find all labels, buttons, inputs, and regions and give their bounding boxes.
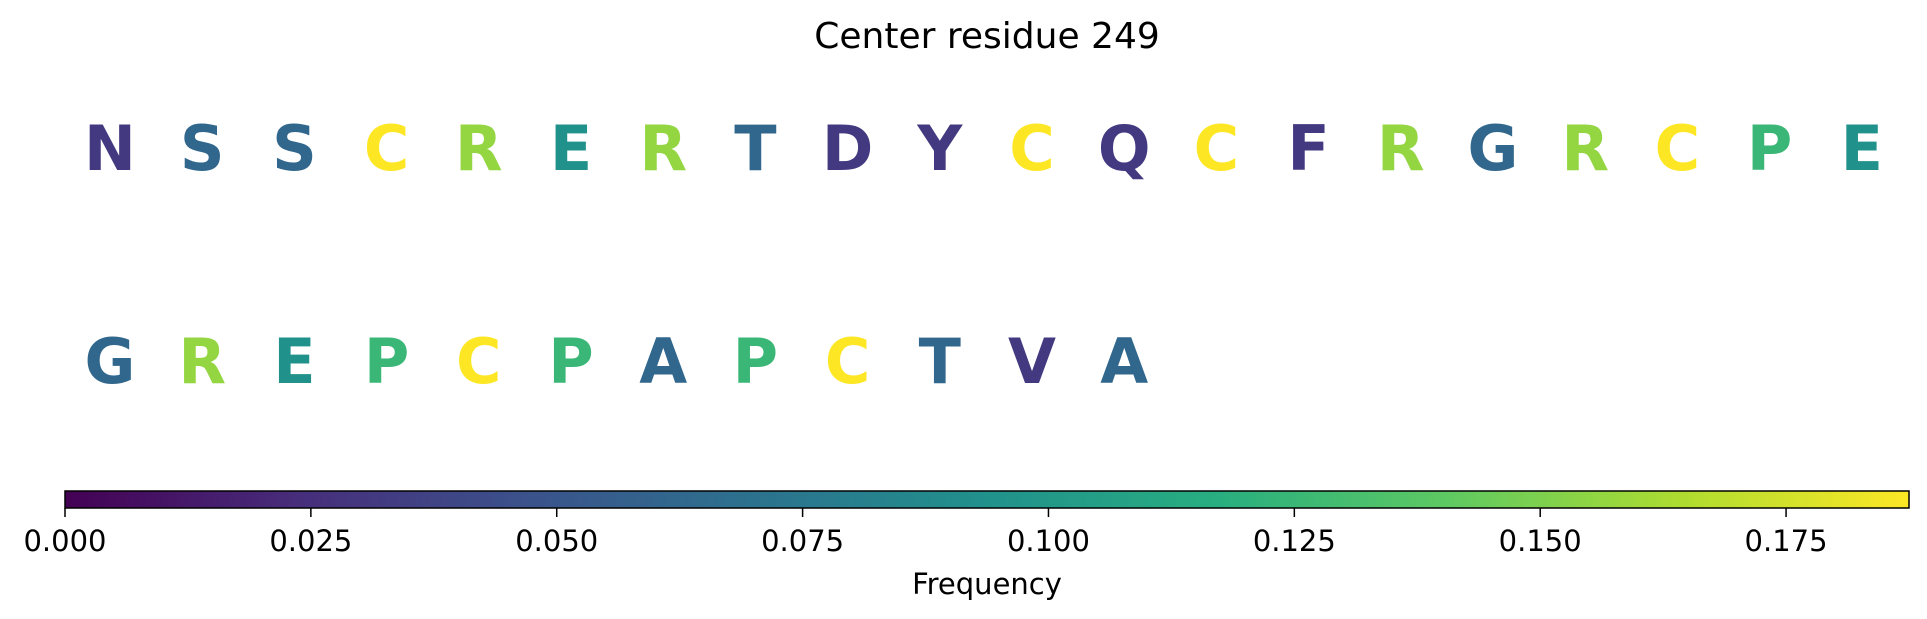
- colorbar-label: Frequency: [912, 567, 1062, 601]
- residue-letter: A: [1100, 325, 1148, 398]
- colorbar-tick-label: 0.050: [515, 524, 598, 558]
- residue-grid: N S S C R E R T D Y C Q C F R G R C P EG R E P C P A P C T V A: [84, 112, 1883, 398]
- residue-letter: R: [455, 112, 503, 185]
- residue-letter: A: [639, 325, 687, 398]
- residue-letter: R: [1377, 112, 1425, 185]
- residue-letter: V: [1008, 325, 1056, 398]
- colorbar-tick-label: 0.125: [1253, 524, 1336, 558]
- residue-letter: P: [1747, 112, 1792, 185]
- colorbar-ticks: 0.000 0.025 0.050 0.075 0.100 0.125 0.150 0.175: [23, 508, 1828, 558]
- residue-letter: C: [1655, 112, 1701, 185]
- residue-letter: P: [548, 325, 593, 398]
- residue-letter: C: [825, 325, 871, 398]
- residue-letter: N: [84, 112, 136, 185]
- residue-letter: Y: [916, 112, 963, 185]
- residue-letter: P: [364, 325, 409, 398]
- residue-letter: G: [85, 325, 136, 398]
- residue-letter: R: [639, 112, 687, 185]
- residue-letter: E: [1841, 112, 1883, 185]
- residue-letter: E: [273, 325, 315, 398]
- colorbar-tick-label: 0.100: [1007, 524, 1090, 558]
- residue-letter: S: [180, 112, 225, 185]
- residue-letter: C: [1009, 112, 1055, 185]
- chart-title: Center residue 249: [814, 16, 1160, 57]
- colorbar-tick-label: 0.000: [23, 524, 106, 558]
- residue-letter: R: [1561, 112, 1609, 185]
- residue-letter: P: [733, 325, 778, 398]
- residue-letter: T: [734, 112, 776, 185]
- residue-letter: Q: [1098, 112, 1151, 185]
- colorbar: [64, 490, 1910, 509]
- colorbar-tick-label: 0.075: [761, 524, 844, 558]
- residue-letter: G: [1468, 112, 1519, 185]
- residue-letter: T: [919, 325, 961, 398]
- colorbar-tick-label: 0.175: [1745, 524, 1828, 558]
- residue-letter: C: [456, 325, 502, 398]
- residue-letter: R: [178, 325, 226, 398]
- colorbar-tick-label: 0.025: [269, 524, 352, 558]
- colorbar-tick-label: 0.150: [1499, 524, 1582, 558]
- residue-letter: E: [550, 112, 592, 185]
- residue-letter: D: [822, 112, 873, 185]
- residue-letter: F: [1287, 112, 1329, 185]
- residue-letter: S: [272, 112, 317, 185]
- residue-letter: C: [1194, 112, 1240, 185]
- residue-letter: C: [364, 112, 410, 185]
